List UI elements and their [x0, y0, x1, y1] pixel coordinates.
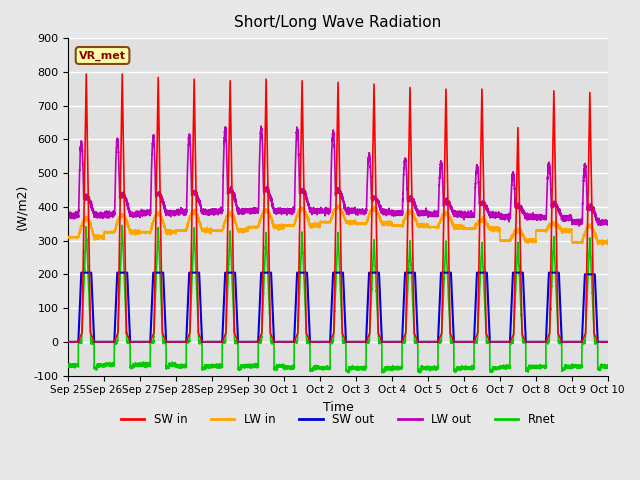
Y-axis label: (W/m2): (W/m2)	[15, 184, 28, 230]
Text: VR_met: VR_met	[79, 50, 126, 60]
X-axis label: Time: Time	[323, 401, 353, 414]
Legend: SW in, LW in, SW out, LW out, Rnet: SW in, LW in, SW out, LW out, Rnet	[116, 408, 560, 431]
Title: Short/Long Wave Radiation: Short/Long Wave Radiation	[234, 15, 442, 30]
